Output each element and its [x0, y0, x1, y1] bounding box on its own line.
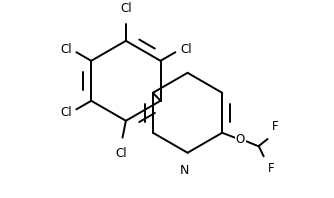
Text: O: O — [236, 133, 245, 146]
Text: Cl: Cl — [120, 2, 132, 14]
Text: N: N — [180, 164, 189, 177]
Text: F: F — [272, 120, 279, 133]
Text: F: F — [268, 162, 275, 175]
Text: Cl: Cl — [60, 106, 72, 119]
Text: Cl: Cl — [180, 43, 191, 56]
Text: Cl: Cl — [115, 147, 127, 160]
Text: Cl: Cl — [60, 43, 72, 56]
